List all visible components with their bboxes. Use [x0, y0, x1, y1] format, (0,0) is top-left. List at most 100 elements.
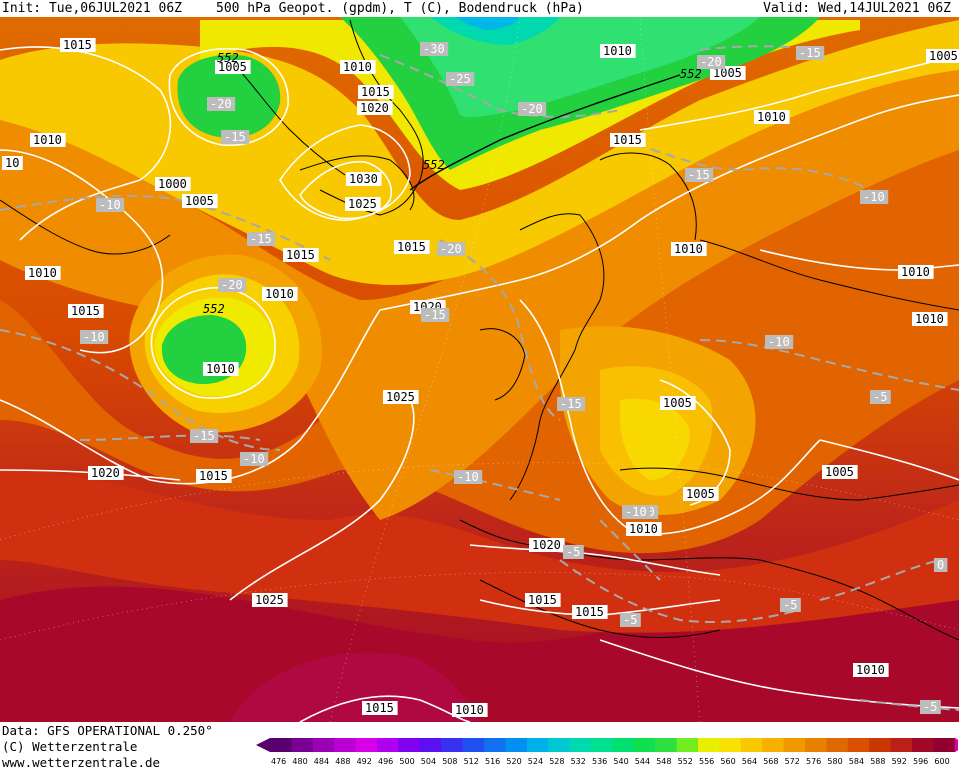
temperature-label-box	[80, 330, 109, 344]
pressure-label-box	[340, 60, 376, 74]
colorbar-segment	[847, 738, 870, 752]
colorbar-segment	[740, 738, 763, 752]
temperature-label: -10	[457, 470, 479, 484]
colorbar-segment	[890, 738, 913, 752]
pressure-label-box	[926, 49, 959, 63]
pressure-label: 1030	[349, 172, 378, 186]
temperature-label-box	[697, 55, 726, 69]
colorbar-segment	[612, 738, 635, 752]
colorbar-segment	[933, 738, 956, 752]
pressure-label-box	[283, 248, 319, 262]
temperature-label: -5	[873, 390, 887, 404]
pressure-label-box	[346, 172, 382, 186]
pressure-label: 1010	[603, 44, 632, 58]
pressure-label-box	[912, 312, 948, 326]
colorbar-tick-label: 560	[720, 757, 735, 766]
colorbar-tick-label: 588	[870, 757, 885, 766]
chart-description: 500 hPa Geopot. (gpdm), T (C), Bodendruc…	[216, 1, 584, 16]
colorbar-left-arrow	[256, 738, 270, 752]
field-arctic-528	[455, 17, 520, 30]
temperature-label-box	[920, 700, 941, 714]
field-band-596	[0, 520, 959, 722]
colorbar-tick-label: 576	[806, 757, 821, 766]
temperature-label: -15	[560, 397, 582, 411]
temperature-label: -20	[700, 55, 722, 69]
colorbar-segment	[441, 738, 464, 752]
colorbar-tick-label: 516	[485, 757, 500, 766]
pressure-label: 1020	[360, 101, 389, 115]
temperature-label: -20	[521, 102, 543, 116]
field-low-548-northwest	[177, 55, 281, 139]
coastlines	[0, 19, 959, 641]
colorbar-segment	[805, 738, 827, 752]
temperature-label-box	[934, 558, 948, 572]
pressure-label: 1005	[686, 487, 715, 501]
temperature-label-box	[218, 278, 247, 292]
pressure-label: 1010	[28, 266, 57, 280]
colorbar-segment	[419, 738, 442, 752]
pressure-label: 1010	[915, 312, 944, 326]
pressure-label: 1010	[265, 287, 294, 301]
temperature-label: -5	[923, 700, 937, 714]
temperature-label-box	[421, 308, 450, 322]
pressure-label-box	[898, 265, 934, 279]
temperature-label: -5	[783, 598, 797, 612]
pressure-label: 1005	[825, 465, 854, 479]
temperature-label: -15	[688, 168, 710, 182]
pressure-label: 1005	[218, 60, 247, 74]
colorbar-tick-label: 532	[571, 757, 586, 766]
colorbar-tick-label: 540	[613, 757, 628, 766]
temperature-label-box	[860, 190, 889, 204]
field-band-600	[230, 652, 480, 722]
temperature-label-box	[870, 390, 891, 404]
pressure-label-layer: 1015 1005 1010 1010 1015 1020 1010 1005 1005 1010…	[2, 38, 959, 717]
pressure-label: 1010	[674, 242, 703, 256]
pressure-label-box	[362, 701, 398, 715]
colorbar-tick-label: 476	[271, 757, 286, 766]
temperature-label-box	[780, 598, 801, 612]
colorbar-segment	[783, 738, 806, 752]
geopotential-label: 552	[423, 158, 445, 172]
pressure-label: 1025	[255, 593, 284, 607]
temperature-label: -20	[221, 278, 243, 292]
pressure-label: 1005	[929, 49, 958, 63]
graticule	[0, 17, 959, 722]
pressure-label: 1015	[528, 593, 557, 607]
pressure-label: 1010	[33, 133, 62, 147]
valid-time: Valid: Wed,14JUL2021 06Z	[763, 1, 951, 16]
pressure-label: 1010	[455, 703, 484, 717]
temperature-label: -10	[768, 335, 790, 349]
colorbar-segment	[398, 738, 421, 752]
colorbar-tick-label: 492	[357, 757, 372, 766]
colorbar-segment	[377, 738, 399, 752]
chart-header: Init: Tue,06JUL2021 06Z 500 hPa Geopot. …	[0, 0, 959, 17]
geopotential-label: 552	[217, 51, 239, 65]
pressure-label: 1015	[365, 701, 394, 715]
colorbar-segment	[462, 738, 485, 752]
pressure-label: 1005	[663, 396, 692, 410]
colorbar-tick-label: 524	[528, 757, 543, 766]
colorbar-segment	[719, 738, 742, 752]
pressure-label-box	[610, 133, 646, 147]
pressure-label: 1020	[532, 538, 561, 552]
colorbar-tick-label: 520	[506, 757, 521, 766]
field-arctic-536	[430, 17, 560, 45]
geopotential-552-line	[409, 74, 681, 191]
colorbar-tick-label: 480	[292, 757, 307, 766]
temperature-label-box	[796, 46, 825, 60]
colorbar-segment	[484, 738, 506, 752]
temperature-label: 0	[937, 558, 944, 572]
temperature-label: -20	[210, 97, 232, 111]
colorbar-tick-label: 548	[656, 757, 671, 766]
colorbar-segment	[334, 738, 357, 752]
pressure-label-box	[452, 703, 488, 717]
pressure-label-box	[383, 390, 419, 404]
temperature-label-box	[96, 198, 125, 212]
colorbar-tick-label: 500	[399, 757, 414, 766]
pressure-label-box	[203, 362, 239, 376]
colorbar-tick-label: 564	[742, 757, 757, 766]
copyright: (C) Wetterzentrale	[2, 739, 138, 754]
pressure-label-box	[683, 487, 719, 501]
pressure-label: 1005	[185, 194, 214, 208]
colorbar-tick-label: 568	[763, 757, 778, 766]
